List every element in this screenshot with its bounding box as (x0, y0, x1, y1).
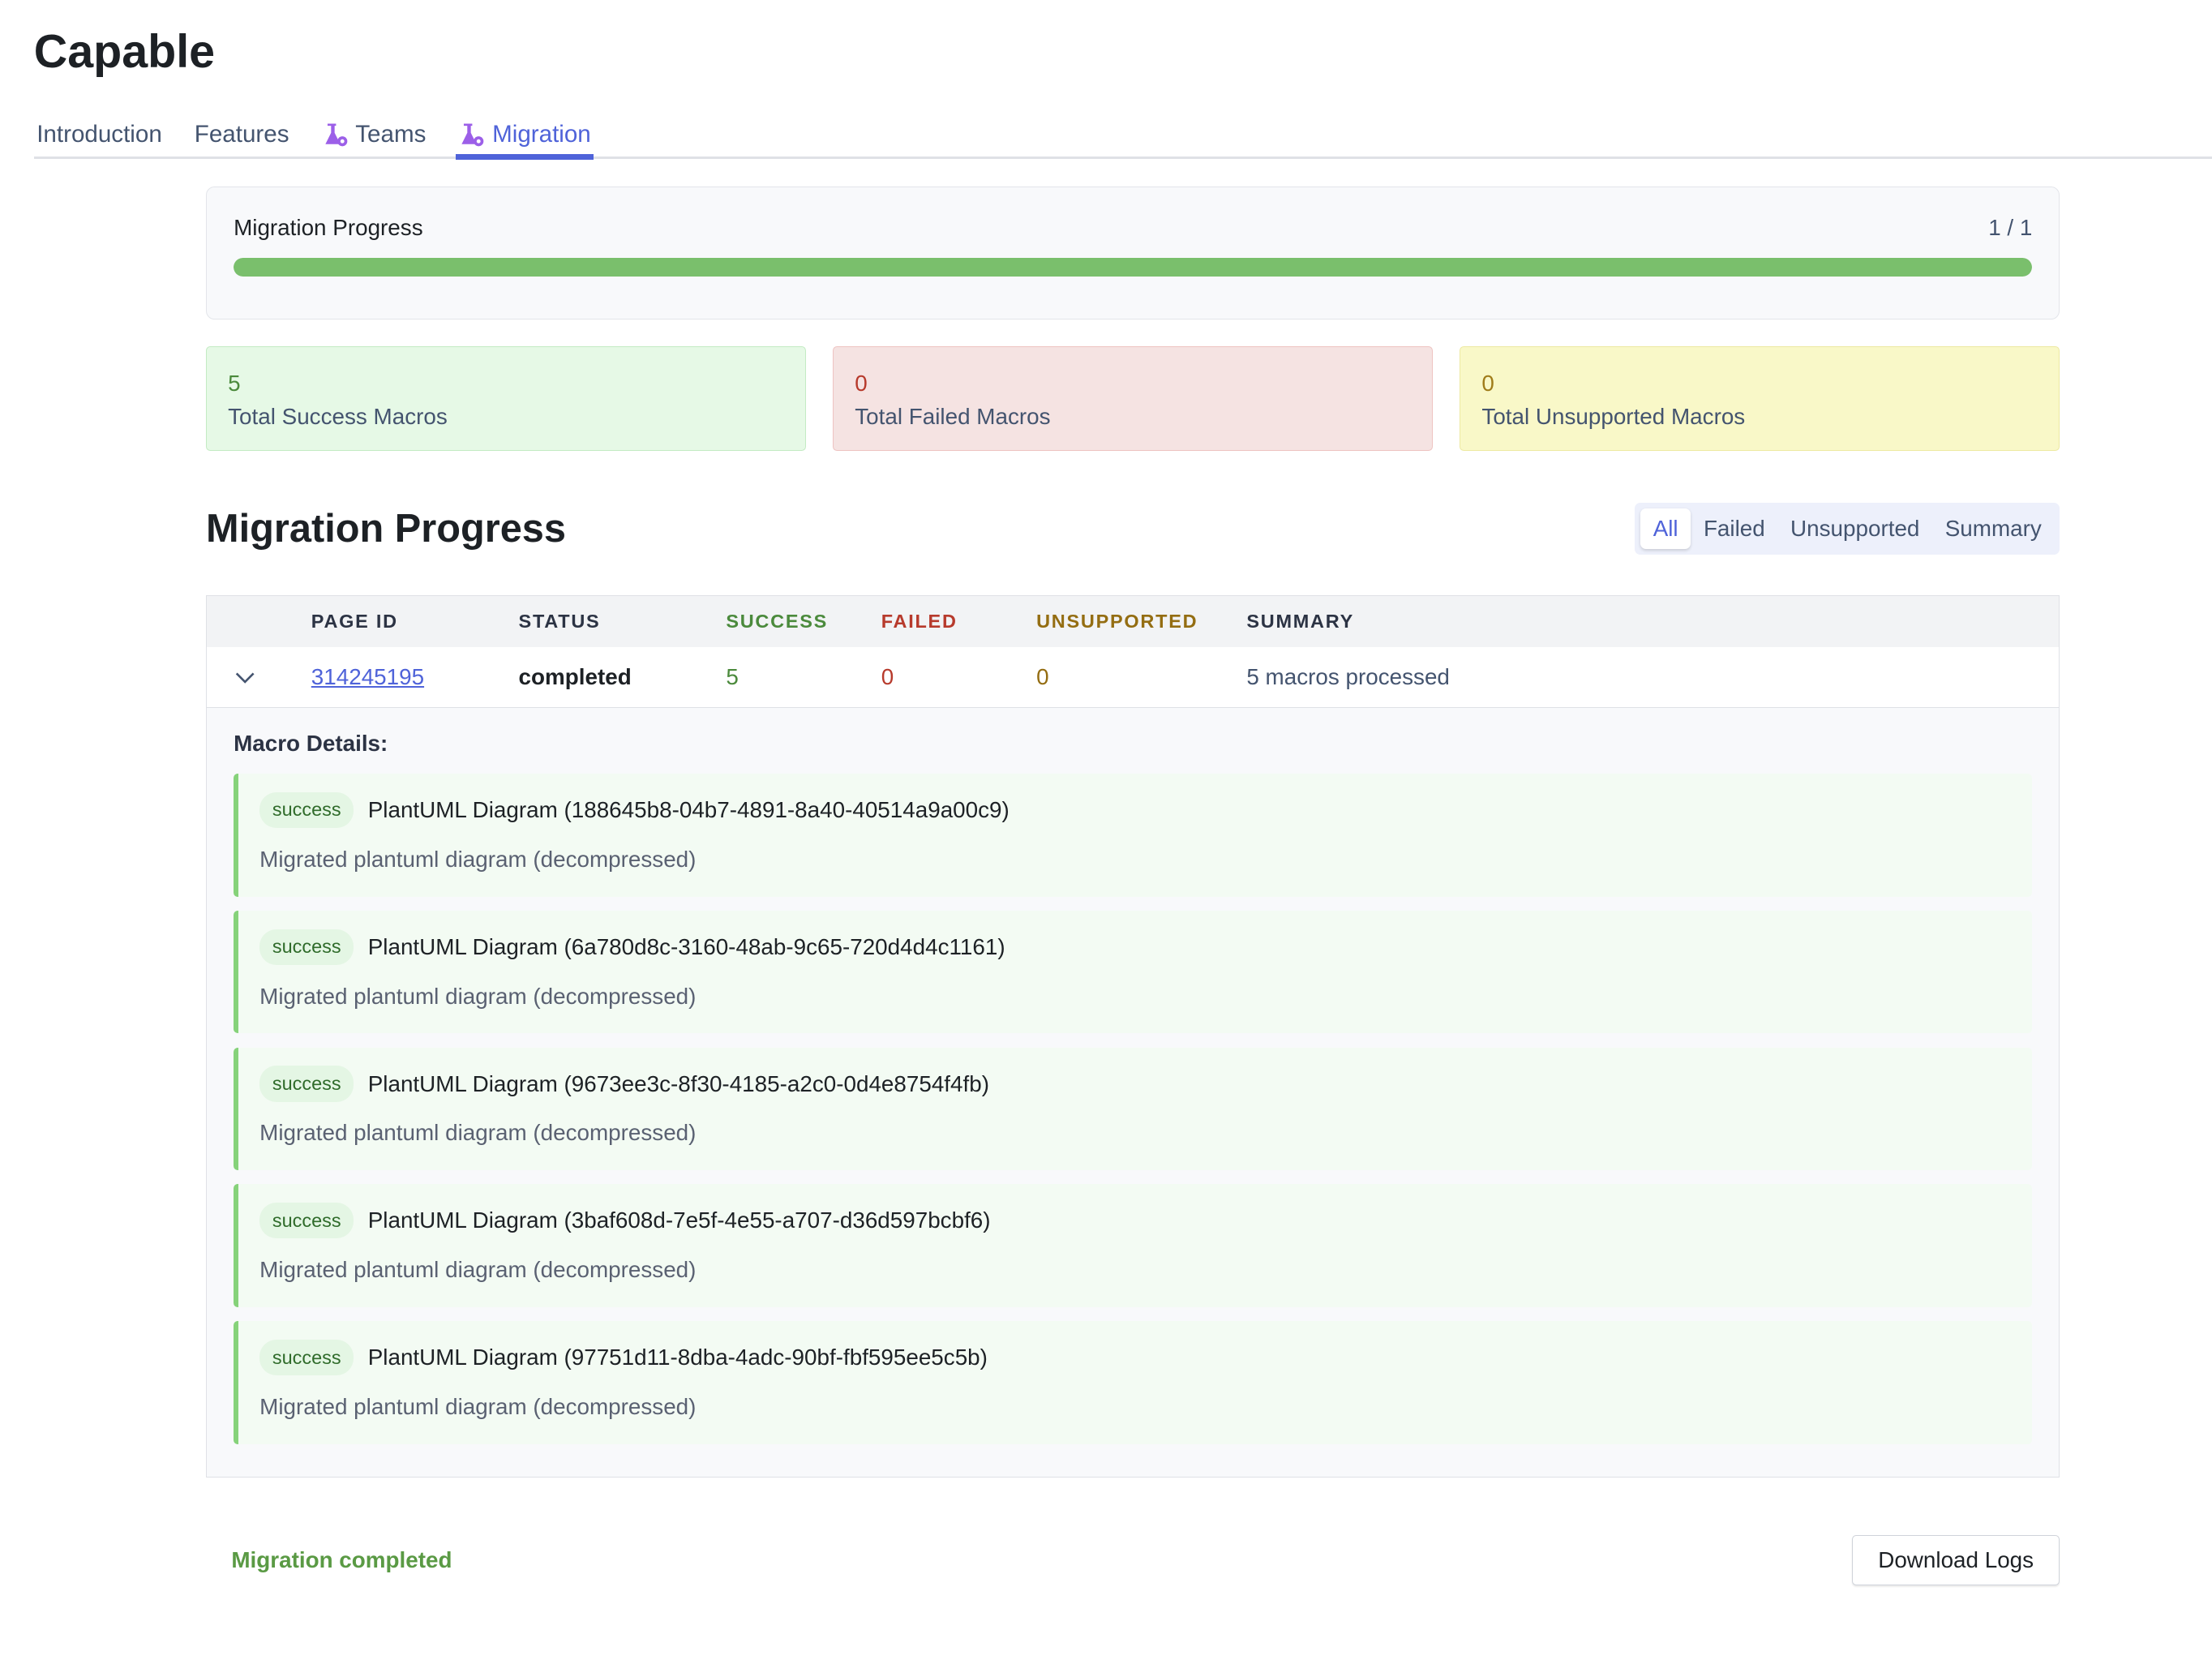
stat-value: 0 (855, 371, 868, 397)
filter-summary[interactable]: Summary (1944, 515, 2042, 541)
app-title: Capable (33, 26, 216, 79)
migration-status: Migration completed (231, 1547, 452, 1573)
tab-introduction[interactable]: Introduction (34, 113, 165, 157)
progress-title: Migration Progress (234, 215, 423, 241)
tab-label: Migration (492, 121, 591, 148)
col-success: SUCCESS (726, 610, 829, 632)
stat-unsupported: 0 Total Unsupported Macros (1460, 346, 2060, 451)
macro-item: success PlantUML Diagram (6a780d8c-3160-4… (234, 910, 2033, 1034)
tab-label: Introduction (36, 121, 162, 148)
macro-message: Migrated plantuml diagram (decompressed) (259, 846, 697, 872)
download-logs-button[interactable]: Download Logs (1851, 1535, 2060, 1585)
flask-gear-icon (461, 123, 484, 147)
status-badge: success (259, 929, 354, 965)
section-title: Migration Progress (206, 506, 566, 551)
tab-bar: Introduction Features Teams Migration (33, 113, 2212, 160)
progress-bar (234, 258, 2033, 277)
progress-count: 1 / 1 (1988, 215, 2033, 241)
macro-item: success PlantUML Diagram (9673ee3c-8f30-4… (234, 1047, 2033, 1171)
filter-unsupported[interactable]: Unsupported (1790, 515, 1920, 541)
status-cell: completed (518, 664, 632, 690)
tab-features[interactable]: Features (191, 113, 292, 157)
macro-item: success PlantUML Diagram (3baf608d-7e5f-4… (234, 1184, 2033, 1307)
stat-failed: 0 Total Failed Macros (833, 346, 1434, 451)
status-badge: success (259, 1339, 354, 1376)
flask-gear-icon (324, 123, 347, 147)
macro-name: PlantUML Diagram (6a780d8c-3160-48ab-9c6… (367, 933, 1005, 959)
page-id-link[interactable]: 314245195 (311, 664, 425, 690)
chevron-down-icon[interactable] (207, 664, 311, 690)
tab-teams[interactable]: Teams (319, 113, 429, 157)
col-summary: SUMMARY (1246, 610, 1354, 632)
filter-all[interactable]: All (1640, 508, 1691, 549)
macro-item: success PlantUML Diagram (188645b8-04b7-4… (234, 774, 2033, 897)
macro-message: Migrated plantuml diagram (decompressed) (259, 1257, 697, 1283)
tab-label: Features (194, 121, 289, 148)
stat-label: Total Failed Macros (855, 403, 1051, 429)
col-page-id: PAGE ID (311, 610, 398, 632)
filter-group: All Failed Unsupported Summary (1635, 503, 2060, 555)
macro-name: PlantUML Diagram (3baf608d-7e5f-4e55-a70… (367, 1207, 991, 1233)
progress-card: Migration Progress 1 / 1 (206, 186, 2060, 320)
macro-name: PlantUML Diagram (9673ee3c-8f30-4185-a2c… (367, 1070, 989, 1096)
progress-bar-fill (234, 258, 2033, 277)
tab-migration[interactable]: Migration (455, 113, 594, 160)
status-badge: success (259, 1066, 354, 1102)
tab-label: Teams (355, 121, 427, 148)
success-cell: 5 (726, 664, 739, 690)
unsupported-cell: 0 (1036, 664, 1049, 690)
macro-message: Migrated plantuml diagram (decompressed) (259, 1120, 697, 1146)
status-badge: success (259, 1203, 354, 1239)
macro-message: Migrated plantuml diagram (decompressed) (259, 983, 697, 1009)
filter-failed[interactable]: Failed (1703, 515, 1765, 541)
macro-name: PlantUML Diagram (188645b8-04b7-4891-8a4… (367, 796, 1010, 822)
stat-label: Total Success Macros (228, 403, 448, 429)
table-row: 314245195 completed 5 0 0 5 macros proce… (207, 646, 2060, 709)
macro-details: Macro Details: success PlantUML Diagram (… (207, 708, 2059, 1476)
stat-label: Total Unsupported Macros (1481, 403, 1746, 429)
col-unsupported: UNSUPPORTED (1036, 610, 1198, 632)
stat-value: 0 (1481, 371, 1494, 397)
macro-item: success PlantUML Diagram (97751d11-8dba-4… (234, 1321, 2033, 1444)
migration-table: PAGE ID STATUS SUCCESS FAILED UNSUPPORTE… (206, 595, 2060, 1478)
failed-cell: 0 (881, 664, 894, 690)
status-badge: success (259, 791, 354, 829)
col-status: STATUS (518, 610, 601, 632)
macro-details-title: Macro Details: (234, 731, 388, 757)
col-failed: FAILED (881, 610, 958, 632)
summary-cell: 5 macros processed (1246, 664, 1450, 690)
stat-value: 5 (228, 371, 241, 397)
stat-success: 5 Total Success Macros (206, 346, 807, 451)
table-header: PAGE ID STATUS SUCCESS FAILED UNSUPPORTE… (207, 596, 2060, 647)
macro-name: PlantUML Diagram (97751d11-8dba-4adc-90b… (367, 1345, 988, 1370)
macro-message: Migrated plantuml diagram (decompressed) (259, 1393, 697, 1419)
